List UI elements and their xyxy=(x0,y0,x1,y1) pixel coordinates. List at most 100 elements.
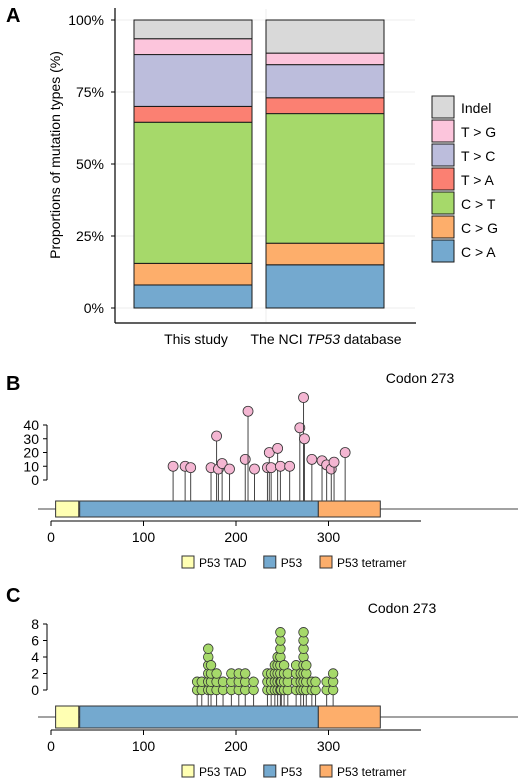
mutation-marker xyxy=(284,460,296,472)
bar-segment-c-a xyxy=(265,264,385,309)
domain-p53-tad xyxy=(55,500,80,518)
mutation-marker xyxy=(242,405,254,417)
y-tick-label: 75% xyxy=(76,84,104,100)
y-tick-label: 50% xyxy=(76,156,104,172)
mutation-marker xyxy=(299,433,310,445)
mutation-lollipop xyxy=(211,430,222,501)
legend-label-indel: Indel xyxy=(461,100,491,116)
legend-swatch-p53-tad xyxy=(181,764,195,778)
bar-segment-t-c xyxy=(133,54,253,107)
legend: Indel T > G T > C T > A C > T C > G C > A xyxy=(431,95,498,263)
mutation-lollipop xyxy=(224,463,235,501)
x-tick-label-part-2: TP53 xyxy=(307,331,341,347)
x-tick-label: 200 xyxy=(224,738,248,754)
mutation-lollipop xyxy=(240,668,251,706)
bar-segment-c-t xyxy=(133,121,253,264)
bar-stacks xyxy=(133,19,385,309)
legend-label-p53: P53 xyxy=(281,556,303,570)
y-tick-label: 25% xyxy=(76,228,104,244)
x-tick-label-this-study: This study xyxy=(164,331,228,347)
mutation-marker xyxy=(216,458,228,469)
mutation-marker xyxy=(298,392,309,403)
bar-segment-c-g xyxy=(133,262,253,286)
y-tick-label: 10 xyxy=(23,458,39,474)
mutation-lollipop xyxy=(185,462,197,501)
domain-p53-tetramer xyxy=(317,705,381,729)
x-tick-label-part-1: The NCI xyxy=(251,331,307,347)
y-tick-label: 0% xyxy=(84,300,104,316)
mutation-lollipop xyxy=(325,463,337,501)
panel-c-letter: C xyxy=(6,585,20,607)
mutation-lollipop xyxy=(167,460,179,501)
legend-swatch-p53-tetramer xyxy=(319,764,333,778)
legend-label-p53: P53 xyxy=(281,765,303,779)
y-axis-label: Proportions of mutation types (%) xyxy=(47,51,63,259)
mutation-marker xyxy=(265,462,277,474)
legend-swatch-c-a xyxy=(431,239,455,263)
legend-label-c-t: C > T xyxy=(461,196,496,212)
y-tick-labels: 0% 25% 50% 75% 100% xyxy=(68,12,115,316)
y-tick-label: 0 xyxy=(31,682,39,698)
legend-swatch-p53-tad xyxy=(181,555,195,569)
mutation-lollipop xyxy=(310,676,321,706)
mutation-marker xyxy=(211,668,222,679)
mutation-marker xyxy=(301,660,312,671)
mutation-marker xyxy=(272,442,284,454)
x-tick-labels: This study The NCI TP53 database xyxy=(164,331,402,347)
mutation-marker xyxy=(248,676,259,687)
legend-swatch-t-a xyxy=(431,167,455,191)
mutation-lollipop xyxy=(339,447,351,501)
mutation-lollipop xyxy=(306,453,318,501)
legend-label-p53-tad: P53 TAD xyxy=(199,556,247,570)
y-tick-label: 4 xyxy=(31,649,39,665)
panel-a-letter: A xyxy=(6,5,20,27)
mutation-marker xyxy=(306,453,318,465)
legend-label-p53-tetramer: P53 tetramer xyxy=(337,765,406,779)
codon-annotation: Codon 273 xyxy=(368,600,437,616)
y-tick-label: 6 xyxy=(31,633,39,649)
panel-a-stacked-bar-chart: 0% 25% 50% 75% 100% Proportions of mutation … xyxy=(47,8,498,347)
legend-swatch-t-c xyxy=(431,143,455,167)
mutation-marker xyxy=(298,627,309,638)
bar-segment-t-g xyxy=(265,52,385,66)
mutation-lollipop xyxy=(294,422,306,501)
mutation-lollipop xyxy=(249,463,260,501)
y-tick-label: 30 xyxy=(23,431,39,447)
mutation-marker xyxy=(327,668,339,679)
y-tick-label: 40 xyxy=(23,417,39,433)
bar-segment-c-g xyxy=(265,242,385,266)
mutation-marker xyxy=(328,456,340,468)
mutation-lollipop xyxy=(282,668,294,706)
mutation-marker xyxy=(310,676,321,687)
mutation-lollipop xyxy=(239,453,251,501)
legend-swatch-c-t xyxy=(431,191,455,215)
bar-segment-c-a xyxy=(133,284,253,309)
mutation-marker xyxy=(339,447,351,458)
mutation-marker xyxy=(185,462,197,474)
domain-p53 xyxy=(79,500,319,518)
mutation-marker xyxy=(249,463,260,475)
domain-p53-tetramer xyxy=(317,500,381,518)
legend-swatch-t-g xyxy=(431,119,455,143)
mutation-lollipop xyxy=(263,447,275,501)
bar-segment-indel xyxy=(265,19,385,54)
bar-segment-t-a xyxy=(265,97,385,115)
bar-segment-t-g xyxy=(133,38,253,56)
mutation-lollipop xyxy=(242,405,254,501)
codon-annotation: Codon 273 xyxy=(386,370,455,386)
y-tick-label: 8 xyxy=(31,616,39,632)
legend-swatch-p53-tetramer xyxy=(319,555,333,569)
mutation-marker xyxy=(203,643,214,654)
mutation-lollipop xyxy=(248,676,259,706)
legend-label-c-g: C > G xyxy=(461,220,498,236)
y-tick-label: 0 xyxy=(31,472,39,488)
x-tick-label-part-3: database xyxy=(340,331,402,347)
mutation-marker xyxy=(224,463,235,475)
x-tick-label: 100 xyxy=(132,529,156,545)
legend-swatch-p53 xyxy=(263,764,277,778)
x-tick-label: 100 xyxy=(132,738,156,754)
legend-label-t-g: T > G xyxy=(461,124,496,140)
bar-segment-t-a xyxy=(133,105,253,123)
